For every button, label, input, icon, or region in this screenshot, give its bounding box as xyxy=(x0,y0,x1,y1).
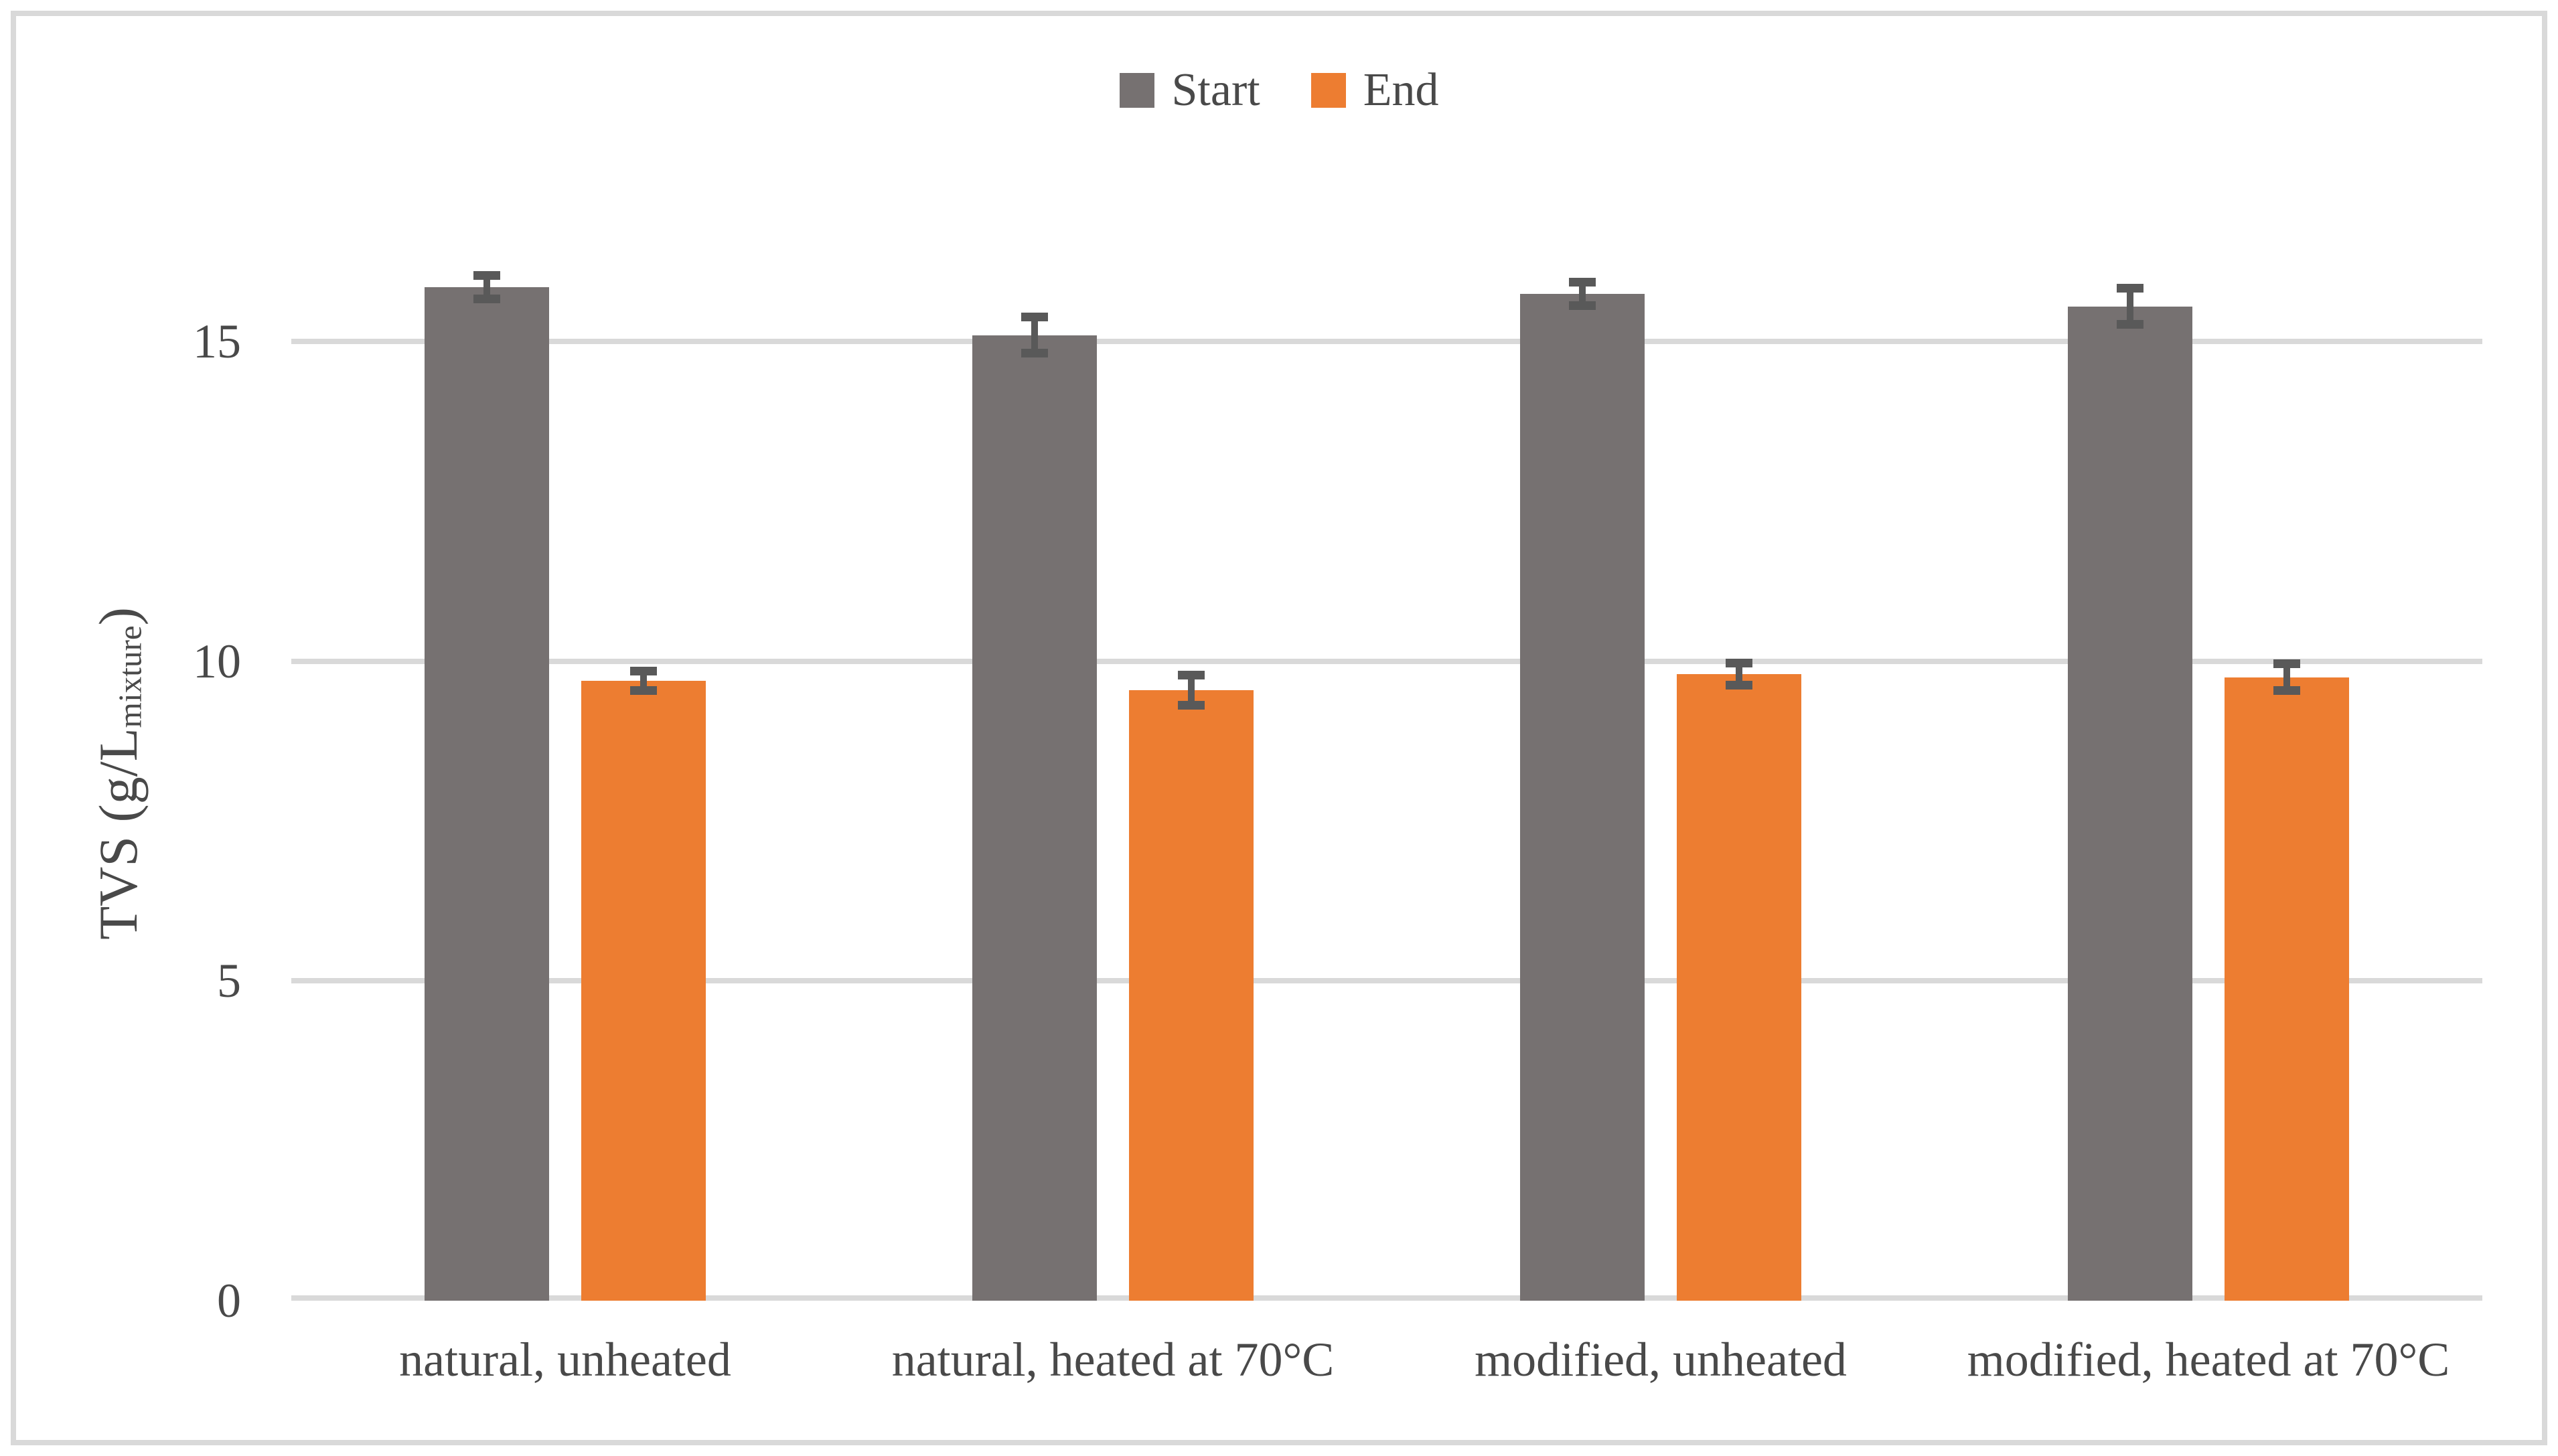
x-axis-labels: natural, unheated natural, heated at 70°C… xyxy=(291,1332,2482,1388)
legend-swatch-start xyxy=(1119,73,1154,108)
bar-end xyxy=(1677,659,1801,1301)
error-bar xyxy=(1726,659,1752,690)
x-axis-line xyxy=(291,1295,2482,1301)
gridline-10 xyxy=(291,658,2482,664)
error-bar-bottom-cap xyxy=(2117,320,2143,329)
error-bar xyxy=(1569,277,1596,310)
legend-label: End xyxy=(1363,64,1439,116)
x-category-label-4: modified, heated at 70°C xyxy=(1967,1333,2450,1386)
y-tick-label-0: 0 xyxy=(217,1274,241,1327)
error-bar-line xyxy=(1031,313,1038,358)
y-axis-tick-labels: 0 5 10 15 xyxy=(87,246,241,1325)
error-bar-line xyxy=(1736,659,1742,690)
error-bar xyxy=(630,666,657,695)
bar-start xyxy=(972,313,1097,1301)
bar-start xyxy=(1520,277,1645,1301)
bar-start xyxy=(425,271,549,1301)
legend-swatch-end xyxy=(1310,73,1346,108)
legend-item-end: End xyxy=(1310,64,1439,116)
error-bar-bottom-cap xyxy=(1726,680,1752,690)
bar-group-1 xyxy=(291,246,839,1301)
error-bar-line xyxy=(483,271,490,303)
bar-group-2 xyxy=(839,246,1387,1301)
error-bar-line xyxy=(1188,671,1195,710)
bar-end xyxy=(581,666,706,1301)
gridline-5 xyxy=(291,978,2482,984)
gridline-15 xyxy=(291,339,2482,345)
x-category-label-2: natural, heated at 70°C xyxy=(891,1333,1335,1386)
error-bar-line xyxy=(2283,659,2290,696)
figure-border xyxy=(11,11,2547,1445)
bar-end xyxy=(2225,659,2349,1301)
error-bar xyxy=(473,271,500,303)
error-bar-bottom-cap xyxy=(473,294,500,303)
bar-end xyxy=(1129,671,1254,1301)
error-bar xyxy=(1178,671,1205,710)
y-tick-label-10: 10 xyxy=(193,634,241,688)
error-bar-line xyxy=(640,666,647,695)
error-bar xyxy=(1021,313,1048,358)
error-bar-line xyxy=(1579,277,1586,310)
legend-label: Start xyxy=(1171,64,1260,116)
x-category-label-1: natural, unheated xyxy=(399,1333,731,1386)
bar-group-4 xyxy=(1935,246,2482,1301)
plot-area xyxy=(291,246,2482,1301)
y-tick-label-5: 5 xyxy=(217,954,241,1008)
y-tick-label-15: 15 xyxy=(193,315,241,369)
error-bar xyxy=(2273,659,2300,696)
error-bar-bottom-cap xyxy=(630,685,657,695)
chart-legend: Start End xyxy=(0,54,2558,127)
error-bar-bottom-cap xyxy=(1178,700,1205,710)
bar-start xyxy=(2068,284,2192,1301)
legend-item-start: Start xyxy=(1119,64,1260,116)
error-bar-bottom-cap xyxy=(1021,349,1048,358)
bar-group-3 xyxy=(1387,246,1935,1301)
error-bar xyxy=(2117,284,2143,329)
error-bar-line xyxy=(2127,284,2133,329)
error-bar-bottom-cap xyxy=(2273,686,2300,696)
error-bar-bottom-cap xyxy=(1569,301,1596,310)
x-category-label-3: modified, unheated xyxy=(1475,1333,1847,1386)
